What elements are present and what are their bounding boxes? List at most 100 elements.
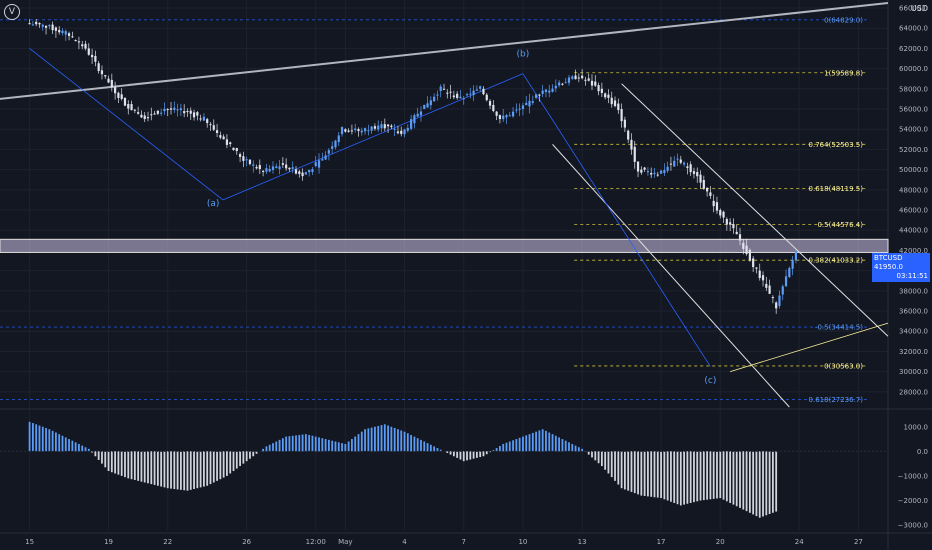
histogram-bar [127,451,130,479]
histogram-bar [452,451,455,457]
candle-body [87,48,90,55]
histogram-bar [630,451,633,492]
candle-body [495,111,498,116]
histogram-bar [499,446,501,452]
price-tick-label: 32000.0 [899,348,928,356]
wave-label: (c) [704,376,716,386]
histogram-bar [387,425,389,452]
histogram-bar [725,451,728,502]
candle-body [433,96,436,102]
histogram-bar [232,451,235,471]
candle-body [738,234,742,241]
histogram-bar [235,451,238,469]
histogram-bar [212,451,215,483]
histogram-bar [393,427,396,452]
candle-body [268,168,271,172]
histogram-bar [673,451,676,503]
histogram-bar [716,451,718,499]
histogram-bar [272,443,274,452]
histogram-bar [522,436,524,452]
time-tick-label: May [338,538,352,546]
osc-tick-label: −3000.0 [898,522,928,530]
candle-body [581,75,584,79]
histogram-bar [377,425,380,452]
histogram-bar [581,448,584,452]
candle-body [456,93,459,99]
candle-body [725,219,728,225]
fib-level-label: 0.764(52503.5) [809,141,864,149]
candle-body [564,82,567,84]
trend-lines [0,1,889,408]
histogram-bar [68,439,70,452]
histogram-bar [400,430,403,452]
candle-body [314,162,317,167]
candle-body [179,108,182,111]
histogram-bar [554,435,557,452]
candle-body [502,115,505,120]
candle-body [666,166,669,171]
candle-body [590,80,594,86]
time-tick-label: 13 [578,538,587,546]
time-tick-label: 4 [402,538,407,546]
histogram-bar [495,448,498,452]
candle-body [265,168,268,172]
candle-body [298,171,301,174]
candle-body [77,41,81,43]
histogram-bar [114,451,117,474]
histogram-bar [647,451,649,497]
candle-body [278,166,281,170]
histogram-bar [732,451,735,505]
histogram-bar [351,439,353,452]
histogram-bar [518,437,521,452]
histogram-bar [226,451,228,476]
histogram-bar [577,447,580,452]
histogram-bar [426,443,429,452]
histogram-bar [179,451,182,490]
time-tick-label: 17 [657,538,666,546]
histogram-bar [281,438,284,452]
wave-label: (b) [517,49,530,59]
candle-body [719,210,722,216]
histogram-bar [551,434,554,452]
fib-level-label: 0.382(41033.2) [809,257,864,265]
price-tick-label: 58000.0 [899,85,928,93]
candle-body [511,111,515,117]
histogram-bar [752,451,755,515]
candle-body [729,222,732,225]
candle-body [81,44,84,47]
price-tick-label: 44000.0 [899,227,928,235]
candle-body [156,110,159,114]
candle-body [143,115,146,120]
histogram-bar [413,436,416,452]
candle-body [567,77,571,83]
candle-body [114,87,117,94]
histogram-bar [153,451,156,485]
candle-body [571,76,574,79]
histogram-bar [676,451,679,505]
candle-body [140,114,143,118]
candle-body [465,94,469,96]
candle-body [252,164,255,166]
histogram-bar [689,451,692,503]
candle-body [169,108,173,110]
candle-body [380,124,383,129]
histogram-bar [686,451,689,504]
candle-body [768,285,771,294]
candle-body [222,136,225,140]
histogram-bar [35,424,38,452]
trend-line [0,1,889,100]
tradingview-logo[interactable]: V [4,4,20,20]
candle-body [469,93,472,95]
histogram-bar [347,441,350,452]
histogram-bar [390,426,393,452]
histogram-bar [117,451,120,475]
osc-tick-label: −2000.0 [898,497,928,505]
candle-body [459,96,462,99]
histogram-bar [485,451,488,455]
candle-body [373,126,377,129]
candle-body [446,92,449,94]
fib-level-label: -0.5(34414.5) [815,324,863,332]
histogram-bar [71,440,74,452]
histogram-bar [449,451,452,455]
